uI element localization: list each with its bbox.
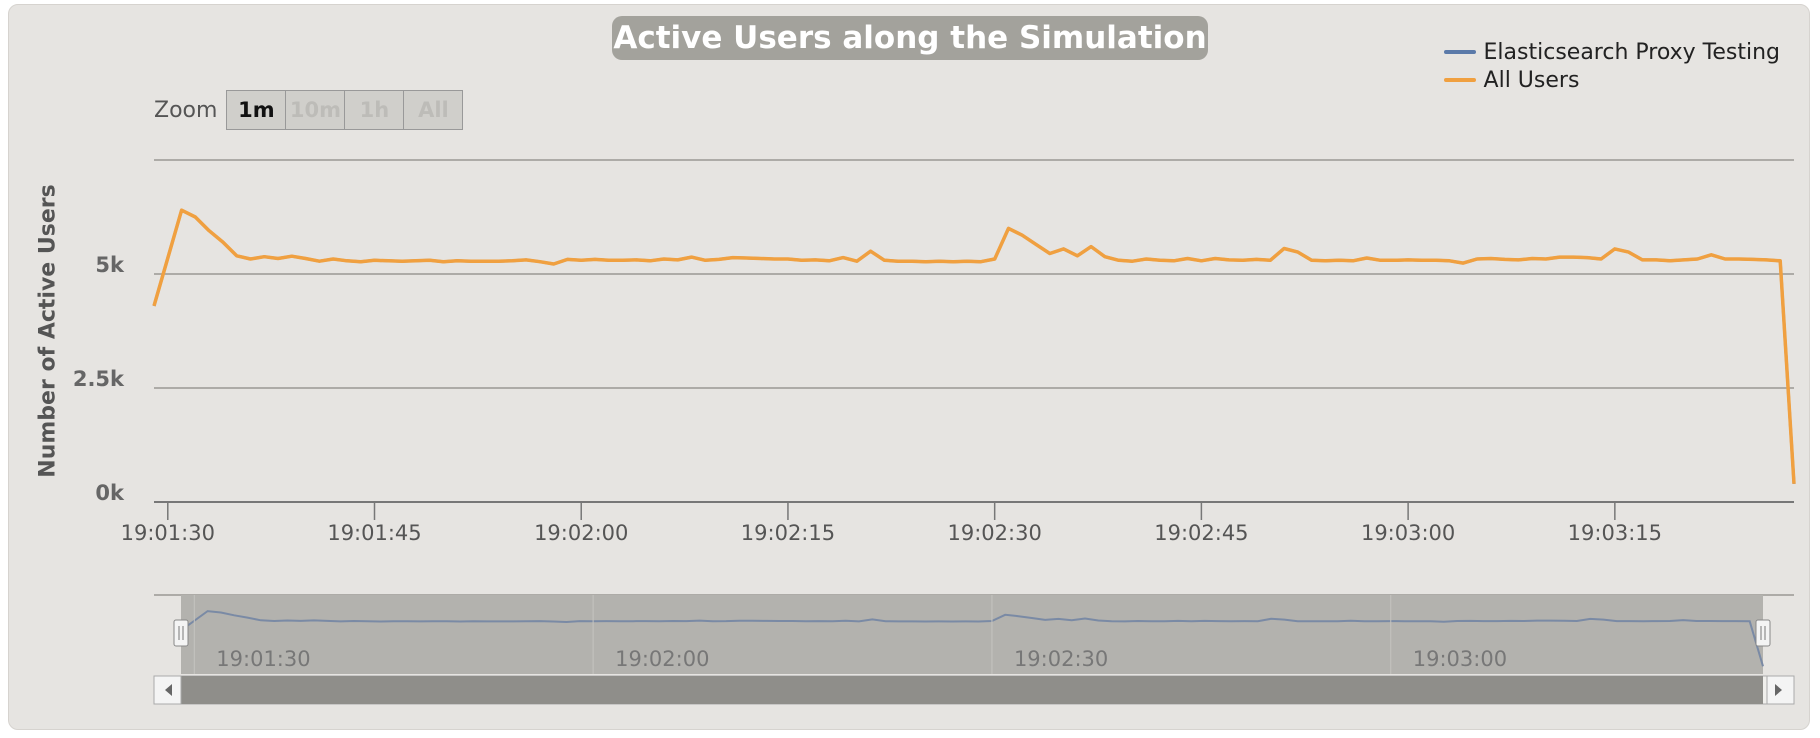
x-tick-label: 19:03:00	[1361, 521, 1455, 545]
navigator-handle-right	[1755, 619, 1771, 647]
navigator-x-tick-label: 19:02:30	[1014, 647, 1108, 671]
series-line-all-users	[152, 208, 1796, 484]
zoom-button-1m[interactable]: 1m	[226, 90, 287, 130]
scrollbar-thumb	[181, 676, 1763, 704]
y-tick-label: 0k	[95, 481, 125, 505]
navigator-handle-left	[173, 619, 189, 647]
x-tick-label: 19:01:30	[121, 521, 215, 545]
navigator-window	[181, 595, 1763, 674]
y-tick-label: 5k	[95, 253, 125, 277]
x-tick-label: 19:02:45	[1154, 521, 1248, 545]
x-tick-label: 19:02:00	[534, 521, 628, 545]
navigator-x-tick-label: 19:02:00	[615, 647, 709, 671]
zoom-button-all[interactable]: All	[403, 90, 464, 130]
navigator-x-tick-label: 19:03:00	[1413, 647, 1507, 671]
zoom-button-10m[interactable]: 10m	[285, 90, 346, 130]
legend-label-all-users: All Users	[1483, 67, 1580, 93]
legend-label-elasticsearch: Elasticsearch Proxy Testing	[1483, 39, 1780, 65]
x-tick-label: 19:03:15	[1568, 521, 1662, 545]
zoom-button-1h[interactable]: 1h	[344, 90, 405, 130]
x-tick-label: 19:02:15	[741, 521, 835, 545]
legend-item-all-users[interactable]: All Users	[1443, 66, 1780, 94]
chart-title: Active Users along the Simulation	[612, 16, 1208, 60]
scroll-left-arrow-icon	[165, 684, 172, 696]
legend-swatch-elasticsearch	[1443, 50, 1476, 54]
navigator-series-line	[180, 610, 1764, 667]
legend-item-elasticsearch-proxy-testing[interactable]: Elasticsearch Proxy Testing	[1443, 38, 1780, 66]
zoom-label: Zoom	[154, 97, 218, 123]
x-tick-label: 19:02:30	[948, 521, 1042, 545]
series-line-elasticsearch-proxy-testing	[152, 208, 1796, 484]
legend-swatch-all-users	[1443, 78, 1476, 82]
legend: Elasticsearch Proxy Testing All Users	[1443, 38, 1780, 94]
y-axis-label: Number of Active Users	[35, 184, 61, 478]
zoom-selector: Zoom 1m 10m 1h All	[154, 90, 464, 130]
y-tick-label: 2.5k	[73, 367, 125, 391]
navigator-x-tick-label: 19:01:30	[216, 647, 310, 671]
scroll-right-arrow-icon	[1775, 684, 1782, 696]
x-tick-label: 19:01:45	[327, 521, 421, 545]
